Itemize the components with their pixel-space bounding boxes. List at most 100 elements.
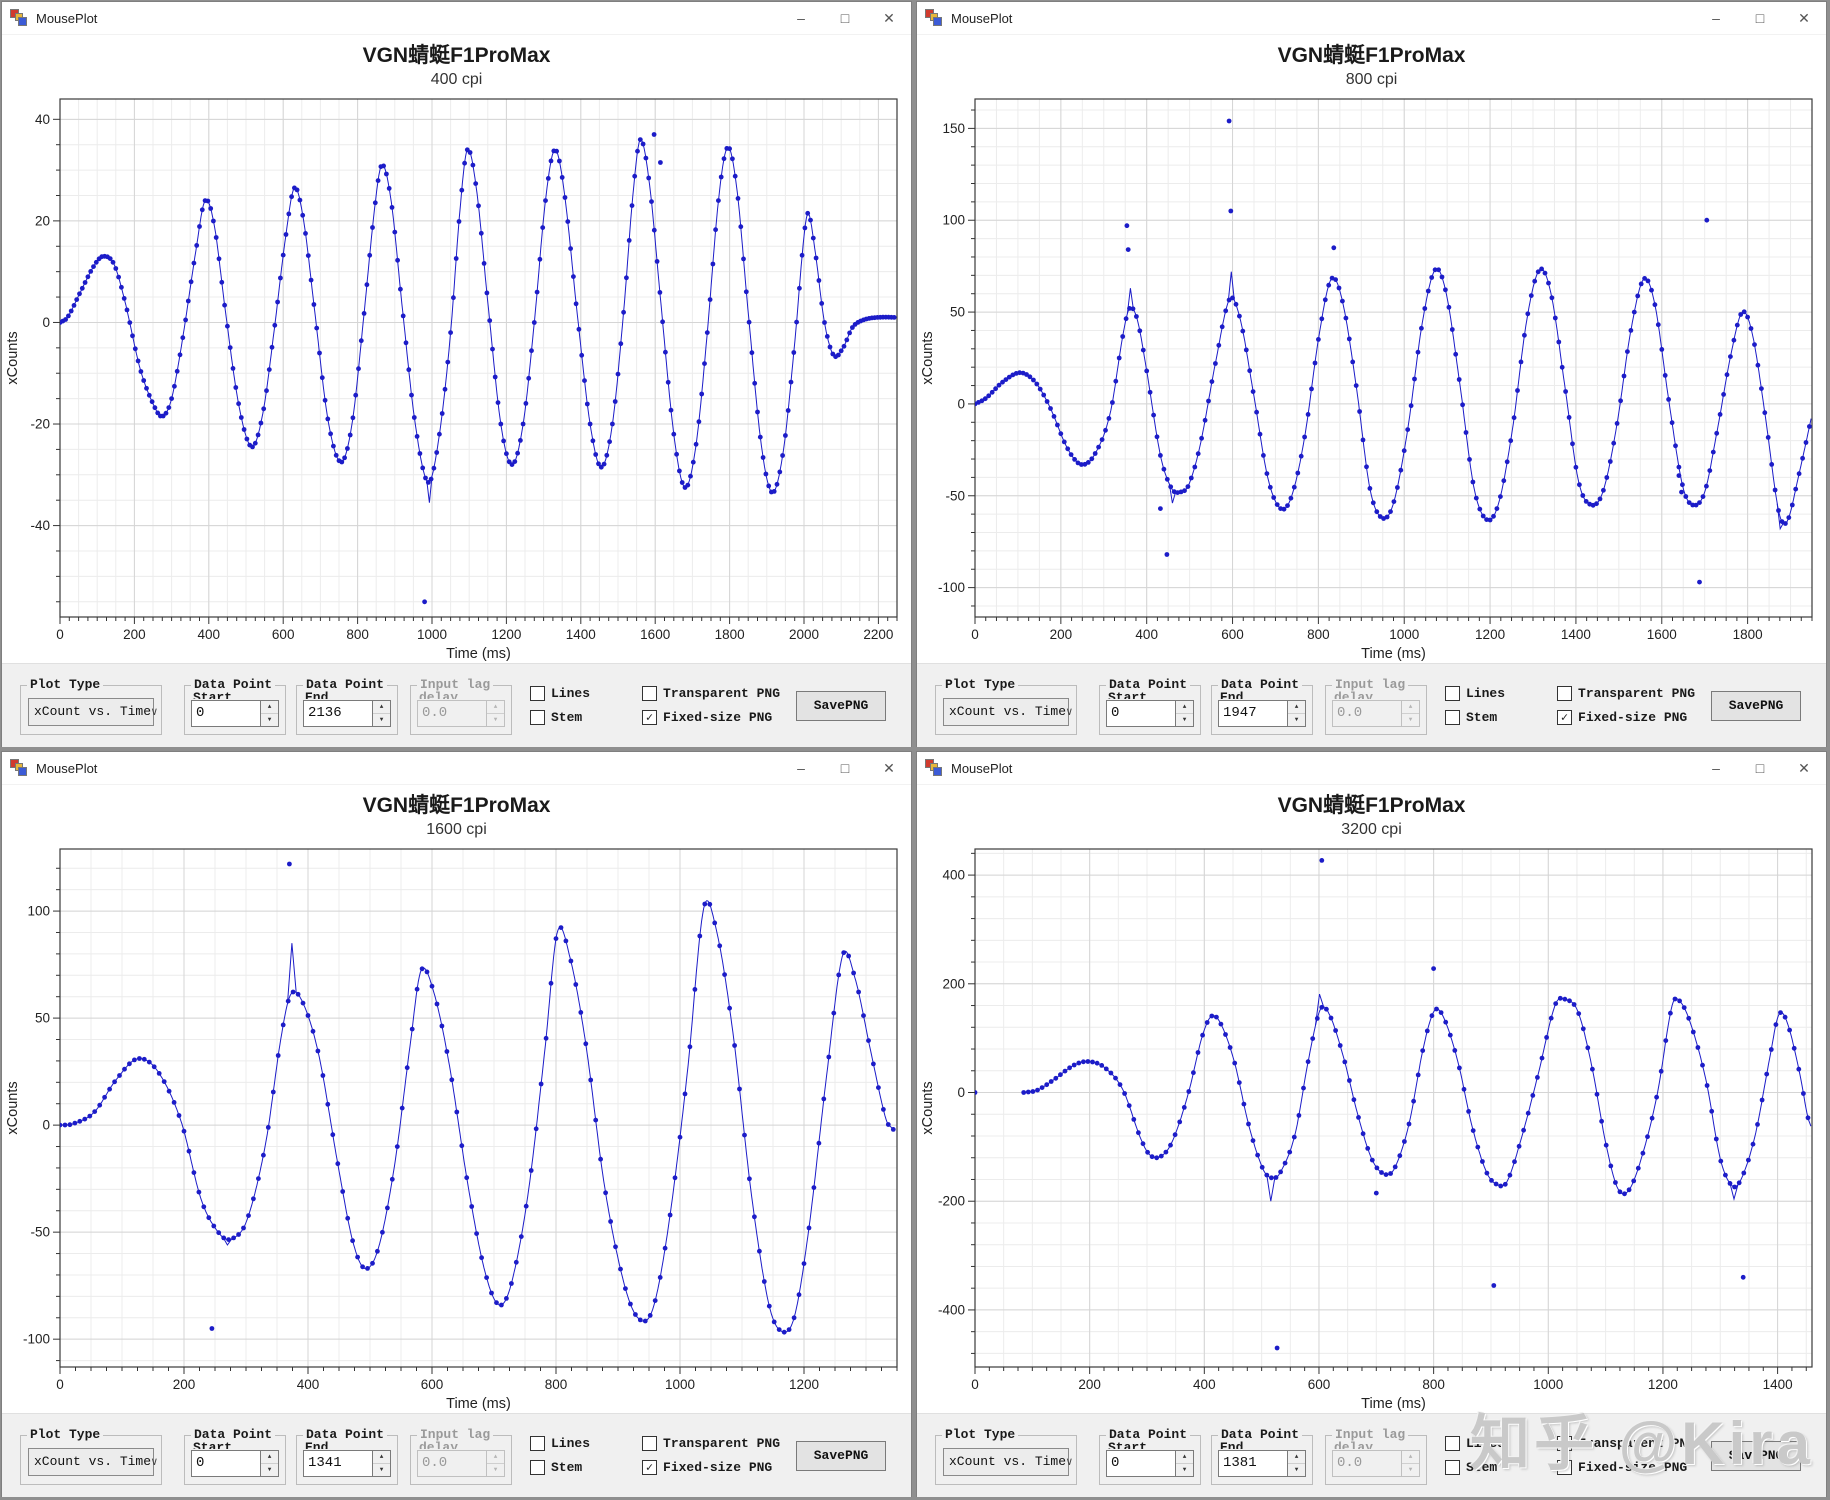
lines-checkbox-row[interactable]: Lines [530, 686, 590, 701]
input-lag-label: Input lag [1332, 676, 1409, 692]
maximize-button[interactable]: □ [1755, 10, 1765, 26]
chevron-down-icon: ∨ [151, 1456, 158, 1469]
data-point-start-input[interactable] [191, 699, 260, 727]
close-button[interactable]: ✕ [883, 9, 895, 26]
data-point-start-input[interactable] [191, 1449, 260, 1477]
fixed-size-png-checkbox[interactable]: ✓ [1557, 710, 1573, 725]
lines-checkbox[interactable] [530, 1436, 545, 1451]
stem-checkbox[interactable] [1445, 1460, 1460, 1475]
data-point-end-input[interactable] [1218, 699, 1287, 727]
spin-down-button[interactable]: ▼ [1294, 1466, 1299, 1473]
data-point-start-label: Data Point [191, 676, 276, 692]
transparent-png-checkbox[interactable] [1557, 1436, 1573, 1451]
stem-checkbox-row[interactable]: Stem [530, 710, 590, 725]
svg-text:1800: 1800 [1733, 627, 1763, 642]
transparent-png-checkbox[interactable] [642, 1436, 658, 1451]
maximize-button[interactable]: □ [840, 10, 850, 26]
spin-up-button[interactable]: ▲ [1176, 1451, 1193, 1464]
fixed-size-png-checkbox[interactable]: ✓ [642, 1460, 658, 1475]
lines-checkbox-label: Lines [1466, 686, 1506, 701]
maximize-button[interactable]: □ [840, 760, 850, 776]
data-point-start-label2: Start [193, 1439, 233, 1449]
lines-checkbox-row[interactable]: Lines [1445, 1436, 1505, 1451]
data-point-start-input[interactable] [1106, 699, 1175, 727]
stem-checkbox-row[interactable]: Stem [530, 1460, 590, 1475]
transparent-png-checkbox[interactable] [642, 686, 658, 701]
fixed-size-png-checkbox-label: Fixed-size PNG [1578, 710, 1688, 725]
save-png-button[interactable]: SavePNG [1711, 690, 1802, 721]
spin-down-button[interactable]: ▼ [379, 716, 384, 723]
spin-up-button[interactable]: ▲ [261, 701, 278, 714]
transparent-png-checkbox-row[interactable]: Transparent PNG [642, 1436, 780, 1451]
svg-text:800: 800 [346, 627, 369, 642]
data-point-start-spinner: ▲ ▼ [260, 1449, 279, 1477]
spin-up-button[interactable]: ▲ [373, 701, 390, 714]
titlebar[interactable]: MousePlot – □ ✕ [917, 2, 1826, 35]
spin-up-button[interactable]: ▲ [373, 1451, 390, 1464]
save-png-button[interactable]: SavePNG [796, 690, 887, 721]
spin-down-button[interactable]: ▼ [379, 1466, 384, 1473]
lines-checkbox-row[interactable]: Lines [1445, 686, 1505, 701]
lines-checkbox-row[interactable]: Lines [530, 1436, 590, 1451]
plot-type-select[interactable]: xCount vs. Time ∨ [943, 1447, 1073, 1476]
fixed-size-png-checkbox[interactable]: ✓ [642, 710, 658, 725]
minimize-button[interactable]: – [1712, 10, 1720, 26]
stem-checkbox[interactable] [530, 710, 545, 725]
close-button[interactable]: ✕ [883, 759, 895, 776]
spin-down-button[interactable]: ▼ [267, 716, 272, 723]
plot-type-select[interactable]: xCount vs. Time ∨ [943, 697, 1073, 726]
data-point-start-input[interactable] [1106, 1449, 1175, 1477]
spin-up-button[interactable]: ▲ [261, 1451, 278, 1464]
plot-type-select[interactable]: xCount vs. Time ∨ [28, 1447, 158, 1476]
lines-checkbox[interactable] [530, 686, 545, 701]
minimize-button[interactable]: – [797, 10, 805, 26]
svg-text:Time (ms): Time (ms) [1361, 1396, 1426, 1412]
transparent-png-checkbox[interactable] [1557, 686, 1573, 701]
fixed-size-png-checkbox-row[interactable]: ✓ Fixed-size PNG [1557, 1460, 1695, 1475]
transparent-png-checkbox-row[interactable]: Transparent PNG [1557, 1436, 1695, 1451]
fixed-size-png-checkbox[interactable]: ✓ [1557, 1460, 1573, 1475]
spin-down-button[interactable]: ▼ [1182, 1466, 1187, 1473]
spin-up-button[interactable]: ▲ [1288, 701, 1305, 714]
plot-type-select[interactable]: xCount vs. Time ∨ [28, 697, 158, 726]
spin-up-button[interactable]: ▲ [1176, 701, 1193, 714]
lines-checkbox-label: Lines [1466, 1436, 1506, 1451]
fixed-size-png-checkbox-row[interactable]: ✓ Fixed-size PNG [642, 1460, 780, 1475]
save-png-button[interactable]: SavePNG [796, 1440, 887, 1471]
svg-text:0: 0 [56, 1377, 64, 1392]
close-button[interactable]: ✕ [1798, 9, 1810, 26]
minimize-button[interactable]: – [797, 760, 805, 776]
data-point-end-input[interactable] [1218, 1449, 1287, 1477]
data-point-end-input[interactable] [303, 699, 372, 727]
control-bar: Plot Type xCount vs. Time ∨ Data Point S… [2, 663, 911, 747]
save-png-button[interactable]: SavePNG [1711, 1440, 1802, 1471]
plot-type-value: xCount vs. Time [949, 1454, 1067, 1469]
fixed-size-png-checkbox-row[interactable]: ✓ Fixed-size PNG [1557, 710, 1695, 725]
lines-checkbox[interactable] [1445, 1436, 1460, 1451]
stem-checkbox[interactable] [530, 1460, 545, 1475]
stem-checkbox[interactable] [1445, 710, 1460, 725]
titlebar[interactable]: MousePlot – □ ✕ [917, 752, 1826, 785]
spin-up-button: ▲ [487, 1451, 504, 1464]
svg-text:600: 600 [1221, 627, 1244, 642]
spin-down-button[interactable]: ▼ [267, 1466, 272, 1473]
lines-checkbox[interactable] [1445, 686, 1460, 701]
maximize-button[interactable]: □ [1755, 760, 1765, 776]
chevron-down-icon: ∨ [1066, 706, 1073, 719]
titlebar[interactable]: MousePlot – □ ✕ [2, 752, 911, 785]
svg-text:xCounts: xCounts [5, 1081, 21, 1134]
spin-down-button[interactable]: ▼ [1294, 716, 1299, 723]
fixed-size-png-checkbox-row[interactable]: ✓ Fixed-size PNG [642, 710, 780, 725]
stem-checkbox-row[interactable]: Stem [1445, 1460, 1505, 1475]
spin-up-button[interactable]: ▲ [1288, 1451, 1305, 1464]
data-point-end-input[interactable] [303, 1449, 372, 1477]
spin-down-button[interactable]: ▼ [1182, 716, 1187, 723]
close-button[interactable]: ✕ [1798, 759, 1810, 776]
transparent-png-checkbox-row[interactable]: Transparent PNG [642, 686, 780, 701]
stem-checkbox-row[interactable]: Stem [1445, 710, 1505, 725]
transparent-png-checkbox-row[interactable]: Transparent PNG [1557, 686, 1695, 701]
titlebar[interactable]: MousePlot – □ ✕ [2, 2, 911, 35]
png-option-checkboxes: Transparent PNG ✓ Fixed-size PNG [642, 1436, 780, 1475]
chart-area: VGN蜻蜓F1ProMax 1600 cpi 0 200 400 600 800 1000… [2, 785, 911, 1413]
minimize-button[interactable]: – [1712, 760, 1720, 776]
